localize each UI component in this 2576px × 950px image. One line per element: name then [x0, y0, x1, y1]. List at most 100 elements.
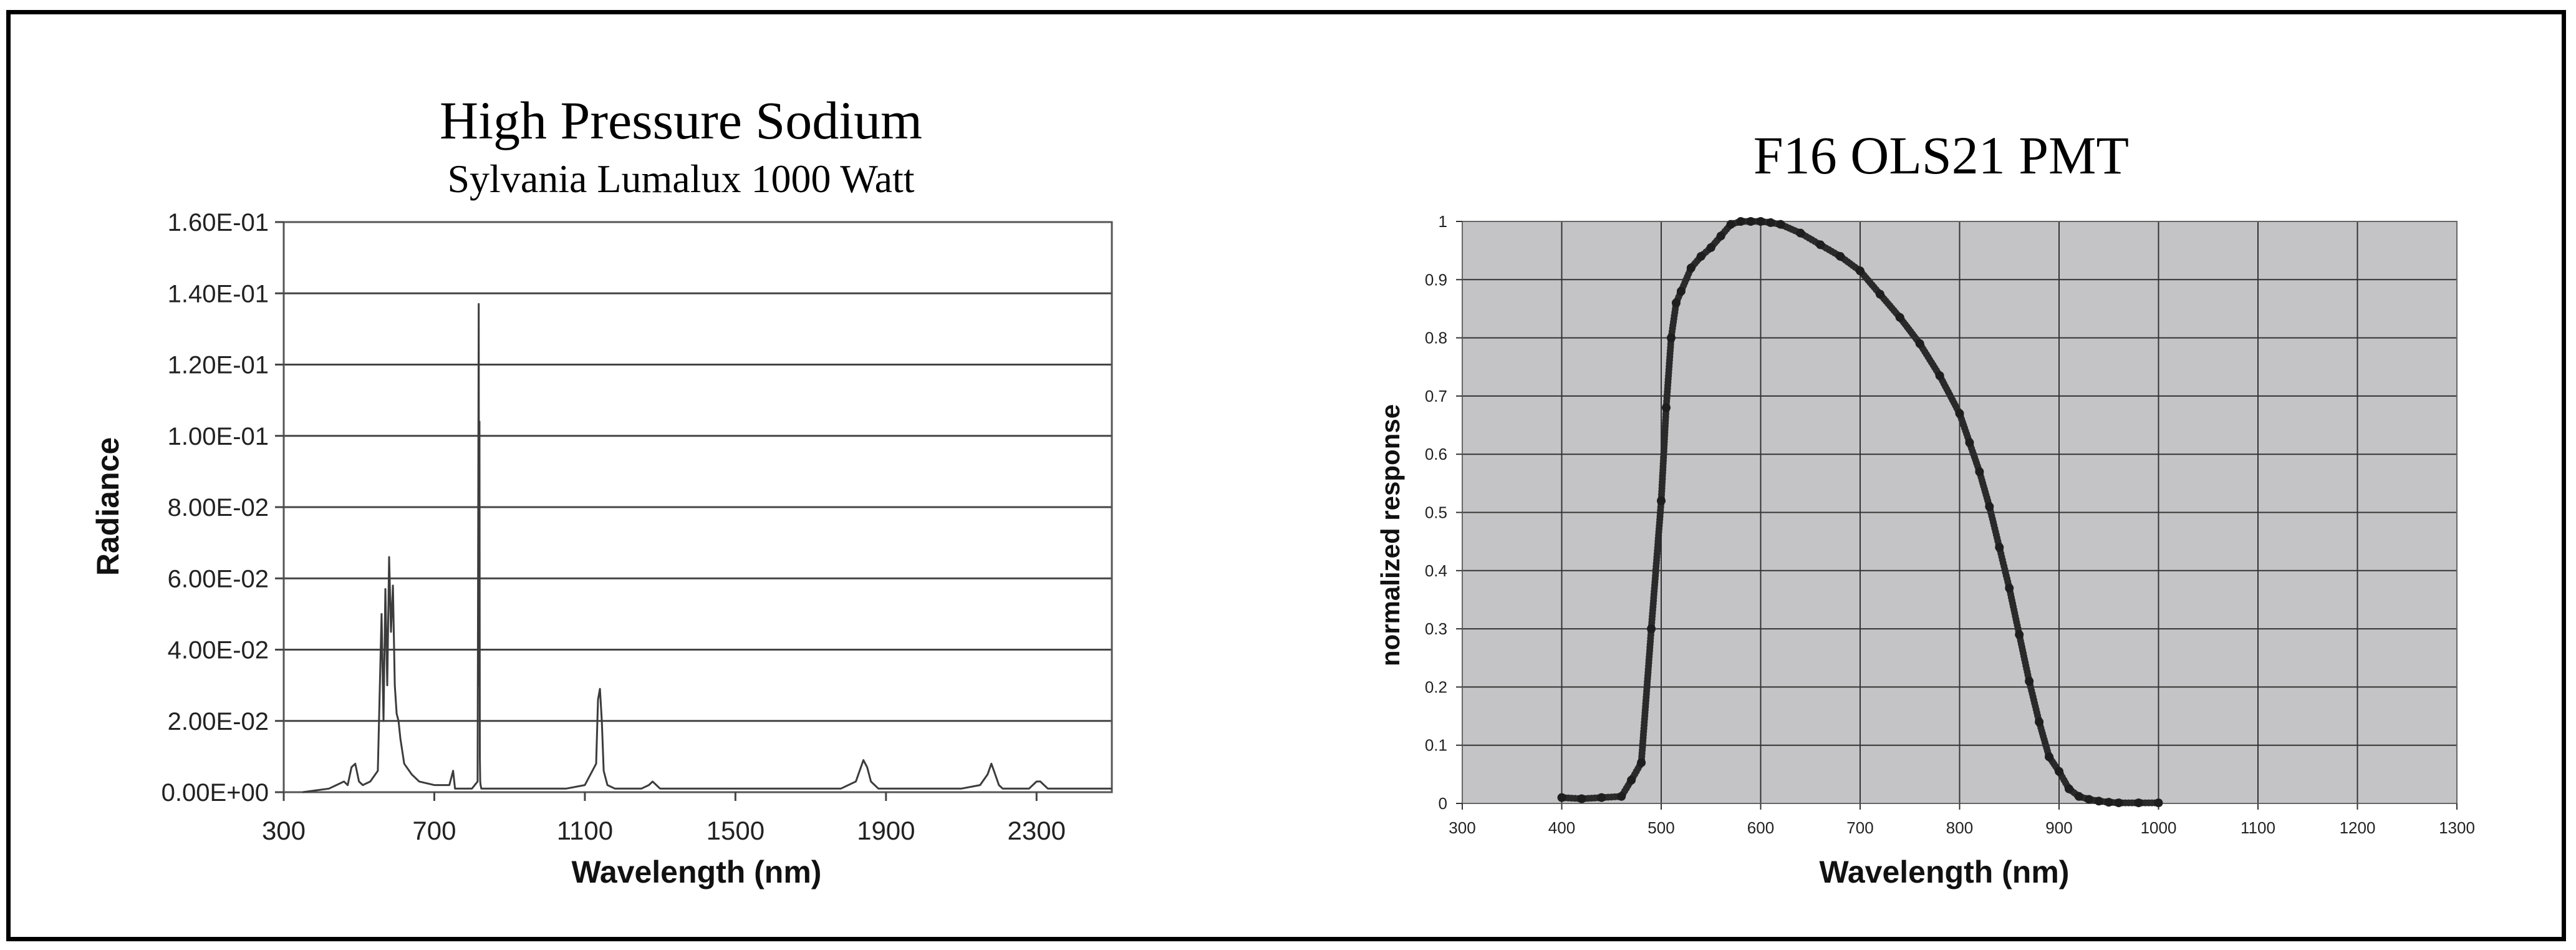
hps-y-tick-label: 1.60E-01: [168, 209, 269, 236]
pmt-data-point: [1895, 313, 1904, 322]
hps-x-tick-label: 1500: [707, 816, 765, 845]
pmt-data-point: [2005, 583, 2014, 593]
pmt-data-point: [1965, 438, 1974, 447]
hps-x-axis-label: Wavelength (nm): [572, 855, 822, 889]
hps-gridlines: [284, 221, 1112, 793]
pmt-data-point: [1975, 467, 1984, 477]
hps-y-tick-label: 1.40E-01: [168, 280, 269, 308]
pmt-x-axis-label: Wavelength (nm): [1820, 855, 2070, 889]
pmt-x-axis-ticks: 300 400 500 600 700 800 900 1000 1100 1200 1300: [1449, 803, 2475, 837]
pmt-data-point: [1647, 624, 1656, 634]
hps-radiance-chart: High Pressure Sodium Sylvania Lumalux 10…: [90, 90, 1113, 889]
pmt-data-point: [1657, 496, 1666, 505]
pmt-x-tick-label: 1200: [2340, 818, 2376, 837]
pmt-x-tick-label: 1000: [2141, 818, 2177, 837]
pmt-data-point: [1627, 775, 1636, 785]
pmt-data-point: [1716, 231, 1725, 241]
pmt-data-point: [2035, 717, 2044, 727]
pmt-data-point: [2154, 798, 2163, 808]
pmt-y-tick-label: 0.3: [1425, 619, 1447, 638]
pmt-data-point: [1836, 251, 1845, 261]
pmt-data-point: [1935, 371, 1944, 380]
pmt-data-point: [2064, 784, 2073, 793]
pmt-data-point: [1666, 333, 1676, 342]
hps-y-tick-label: 1.00E-01: [168, 423, 269, 450]
pmt-x-tick-label: 1100: [2241, 818, 2275, 837]
pmt-data-point: [1676, 286, 1686, 296]
pmt-data-point: [1637, 758, 1646, 767]
pmt-y-axis-label: normalized response: [1376, 404, 1405, 666]
pmt-y-tick-label: 0.6: [1425, 445, 1447, 463]
pmt-y-tick-label: 0.2: [1425, 677, 1447, 696]
hps-y-tick-label: 4.00E-02: [168, 637, 269, 664]
pmt-x-tick-label: 1300: [2439, 818, 2475, 837]
hps-x-axis-ticks: 300 700 1100 1500 1900 2300: [262, 792, 1066, 845]
hps-y-axis-ticks: 0.00E+00 2.00E-02 4.00E-02 6.00E-02 8.00E-02…: [162, 209, 284, 807]
pmt-data-point: [1875, 289, 1884, 299]
hps-x-tick-label: 1100: [557, 816, 613, 845]
pmt-data-point: [1856, 266, 1864, 276]
hps-y-tick-label: 0.00E+00: [162, 779, 269, 807]
pmt-y-axis-ticks: 0 0.1 0.2 0.3 0.4 0.5 0.6 0.7 0.8 0.9 1: [1425, 212, 1462, 813]
pmt-data-point: [1577, 794, 1586, 803]
pmt-data-point: [2055, 767, 2063, 776]
pmt-data-point: [1686, 263, 1696, 273]
pmt-response-chart: F16 OLS21 PMT 00.10.20.30.40.50.60.70.80…: [1376, 125, 2475, 889]
pmt-data-point: [1985, 502, 1994, 511]
pmt-data-point: [1696, 251, 1705, 261]
hps-radiance-series-line: [302, 303, 1112, 793]
hps-y-axis-label: Radiance: [90, 437, 125, 576]
pmt-data-point: [2104, 798, 2113, 807]
pmt-data-point: [1766, 218, 1775, 227]
pmt-data-point: [1796, 228, 1805, 238]
hps-y-tick-label: 8.00E-02: [168, 494, 269, 521]
pmt-data-point: [1746, 217, 1755, 226]
pmt-data-point: [2025, 677, 2034, 686]
pmt-y-tick-label: 0.7: [1425, 387, 1447, 405]
pmt-data-point: [1955, 409, 1964, 418]
hps-chart-subtitle: Sylvania Lumalux 1000 Watt: [447, 157, 914, 201]
pmt-data-point: [2045, 752, 2054, 762]
hps-chart-title: High Pressure Sodium: [440, 90, 922, 150]
pmt-data-point: [1995, 543, 2004, 552]
pmt-y-tick-label: 0.5: [1425, 503, 1447, 522]
pmt-data-point: [2114, 798, 2123, 808]
pmt-y-tick-label: 0: [1439, 794, 1447, 813]
hps-x-tick-label: 300: [262, 816, 306, 845]
pmt-data-point: [1557, 793, 1566, 802]
pmt-data-point: [2074, 792, 2083, 801]
pmt-data-point: [1756, 217, 1765, 226]
pmt-data-point: [1915, 339, 1924, 348]
hps-x-tick-label: 1900: [857, 816, 915, 845]
pmt-data-point: [1816, 240, 1825, 250]
pmt-data-point: [1661, 403, 1671, 412]
pmt-response-series: [1557, 217, 2163, 808]
pmt-x-tick-label: 300: [1449, 818, 1475, 837]
pmt-x-tick-label: 500: [1647, 818, 1674, 837]
pmt-y-tick-label: 0.4: [1425, 561, 1447, 580]
pmt-data-point: [2084, 795, 2093, 804]
pmt-x-tick-label: 400: [1548, 818, 1575, 837]
pmt-data-point: [1736, 217, 1745, 226]
hps-y-tick-label: 6.00E-02: [168, 565, 269, 593]
pmt-data-point: [1671, 298, 1681, 308]
pmt-data-point: [2094, 797, 2103, 806]
pmt-data-point: [2134, 798, 2143, 808]
pmt-y-tick-label: 0.9: [1425, 270, 1447, 289]
pmt-x-tick-label: 700: [1846, 818, 1873, 837]
pmt-x-tick-label: 900: [2045, 818, 2072, 837]
pmt-y-tick-label: 0.1: [1425, 736, 1447, 755]
hps-x-tick-label: 700: [412, 816, 456, 845]
pmt-data-point: [2015, 630, 2024, 639]
pmt-data-point: [1617, 792, 1626, 801]
pmt-data-point: [1726, 220, 1735, 229]
pmt-x-tick-label: 800: [1946, 818, 1973, 837]
pmt-data-point: [1776, 220, 1785, 229]
hps-y-tick-label: 2.00E-02: [168, 708, 269, 735]
pmt-data-point: [1597, 793, 1606, 802]
pmt-data-point: [1706, 243, 1715, 252]
hps-x-tick-label: 2300: [1008, 816, 1066, 845]
pmt-chart-title: F16 OLS21 PMT: [1754, 125, 2129, 185]
pmt-y-tick-label: 1: [1439, 212, 1447, 231]
